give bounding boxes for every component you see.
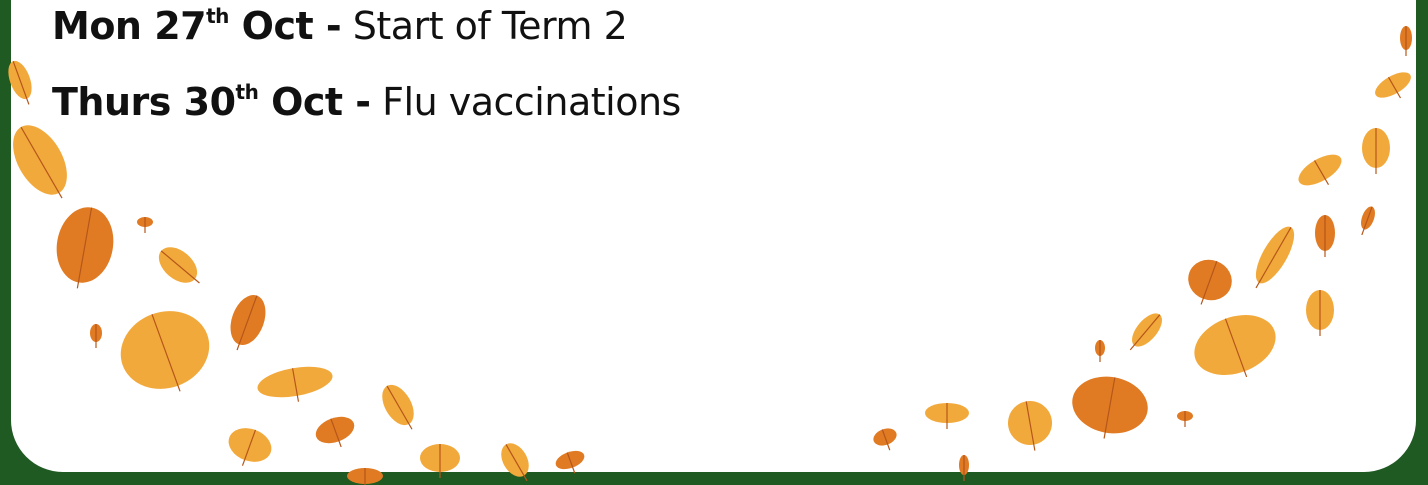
leaf: [1095, 340, 1105, 362]
leaf: [2, 116, 81, 209]
leaf: [496, 438, 538, 485]
leaf: [376, 379, 424, 435]
event-description: Flu vaccinations: [382, 80, 681, 124]
event-date: Thurs 30th Oct -: [52, 80, 371, 124]
leaf: [222, 290, 272, 355]
leaf: [1371, 67, 1418, 108]
leaf: [347, 468, 383, 485]
separator: -: [326, 4, 341, 48]
leaf: [1246, 221, 1302, 294]
leaf: [553, 447, 589, 478]
date: 30: [184, 80, 236, 124]
day: Thurs: [52, 80, 171, 124]
leaf: [1186, 304, 1286, 391]
leaf-decoration: [0, 0, 1428, 485]
leaf: [1123, 308, 1168, 356]
leaf: [50, 203, 119, 293]
event-date: Mon 27th Oct -: [52, 4, 341, 48]
ordinal-suffix: th: [206, 4, 229, 28]
page: Mon 27th Oct - Start of Term 2Thurs 30th…: [0, 0, 1428, 485]
leaf: [1356, 205, 1378, 237]
leaf: [959, 455, 969, 481]
leaf: [110, 299, 223, 407]
leaf: [871, 425, 901, 454]
leaf: [1067, 371, 1153, 445]
event-line: Mon 27th Oct - Start of Term 2: [52, 4, 627, 48]
leaf: [255, 362, 336, 409]
leaf: [312, 412, 360, 454]
leaf: [1315, 215, 1335, 257]
leaf: [1005, 398, 1057, 455]
leaf: [1177, 411, 1193, 427]
month: Oct: [242, 4, 314, 48]
leaf: [222, 422, 276, 473]
leaf: [90, 324, 102, 348]
date: 27: [154, 4, 206, 48]
separator: -: [355, 80, 370, 124]
leaf: [1400, 26, 1412, 56]
leaf: [1294, 148, 1350, 196]
month: Oct: [271, 80, 343, 124]
leaf: [1180, 254, 1237, 312]
leaf: [137, 217, 153, 233]
ordinal-suffix: th: [236, 80, 259, 104]
day: Mon: [52, 4, 141, 48]
leaf: [4, 58, 39, 108]
event-description: Start of Term 2: [353, 4, 627, 48]
leaf: [420, 444, 460, 478]
leaf: [152, 240, 208, 294]
event-line: Thurs 30th Oct - Flu vaccinations: [52, 80, 681, 124]
leaf: [1362, 128, 1390, 174]
leaf: [1306, 290, 1334, 336]
leaf: [925, 403, 969, 429]
